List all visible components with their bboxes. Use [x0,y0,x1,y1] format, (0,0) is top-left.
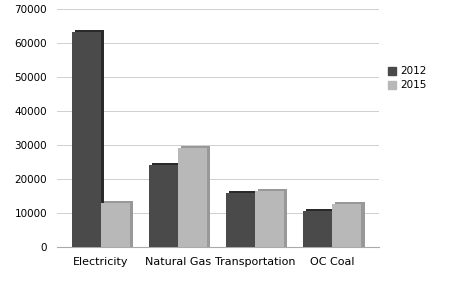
Bar [303,211,332,247]
Bar [149,165,178,247]
Bar [306,209,335,247]
Bar [152,163,181,247]
Bar [101,203,130,247]
Bar [255,191,284,247]
Bar [104,201,133,247]
Bar [72,32,101,247]
Legend: 2012, 2015: 2012, 2015 [388,66,427,90]
Bar [181,146,210,247]
Bar [258,189,287,247]
Bar [74,30,104,247]
Bar [335,202,365,247]
Bar [226,193,255,247]
Bar [229,191,258,247]
Bar [178,148,207,247]
Bar [332,204,362,247]
